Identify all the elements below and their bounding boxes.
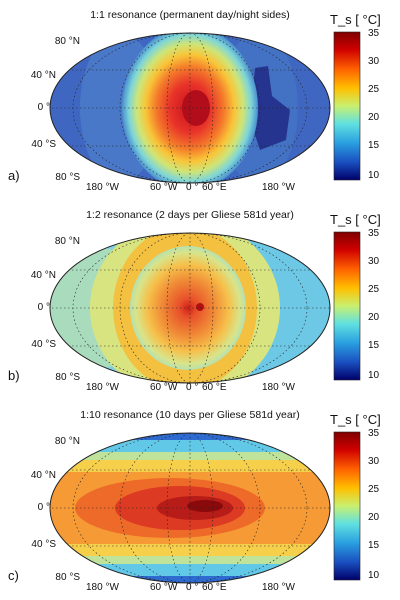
colorbar-b — [333, 231, 361, 381]
lon-label: 180 °W — [86, 182, 119, 193]
cb-tick: 35 — [368, 28, 380, 39]
cb-tick: 25 — [368, 484, 380, 495]
lon-label: 60 °W — [150, 182, 178, 193]
cb-tick: 30 — [368, 56, 380, 67]
map-c-svg — [49, 431, 361, 584]
cb-tick: 35 — [368, 228, 380, 239]
lat-label: 40 °N — [30, 470, 56, 481]
panel-c-title: 1:10 resonance (10 days per Gliese 581d … — [80, 409, 300, 421]
cb-tick: 35 — [368, 428, 380, 439]
lat-label: 40 °N — [30, 70, 56, 81]
lon-label: 180 °W — [262, 182, 295, 193]
lat-label: 40 °N — [30, 270, 56, 281]
map-a-svg — [49, 31, 361, 184]
cb-tick: 25 — [368, 84, 380, 95]
map-c-outline — [49, 432, 331, 584]
lon-label: 180 °W — [86, 382, 119, 393]
colorbar-c — [333, 431, 361, 581]
lon-label: 60 °E — [202, 182, 227, 193]
cb-tick: 15 — [368, 340, 380, 351]
colorbar-title: T_s [ °C] — [330, 412, 381, 427]
lat-label: 0 ° — [37, 302, 50, 313]
cb-tick: 25 — [368, 284, 380, 295]
panel-a: 1:1 resonance (permanent day/night sides… — [0, 0, 400, 200]
cb-tick: 30 — [368, 256, 380, 267]
lat-label: 80 °N — [54, 436, 80, 447]
cb-tick: 20 — [368, 312, 380, 323]
cb-tick: 10 — [368, 170, 380, 181]
cb-tick: 20 — [368, 112, 380, 123]
lon-label: 0 ° — [186, 182, 199, 193]
lat-label: 80 °S — [55, 172, 80, 183]
lon-label: 180 °W — [86, 582, 119, 593]
colorbar-a — [333, 31, 361, 181]
lon-label: 180 °W — [262, 582, 295, 593]
lon-label: 60 °W — [150, 582, 178, 593]
lon-label: 0 ° — [186, 382, 199, 393]
panel-b-title: 1:2 resonance (2 days per Gliese 581d ye… — [86, 209, 294, 221]
lat-label: 80 °N — [54, 236, 80, 247]
panel-a-title: 1:1 resonance (permanent day/night sides… — [90, 9, 290, 21]
lon-label: 60 °E — [202, 582, 227, 593]
cb-tick: 10 — [368, 570, 380, 581]
colorbar-title: T_s [ °C] — [330, 212, 381, 227]
lat-label: 80 °N — [54, 36, 80, 47]
cb-tick: 15 — [368, 540, 380, 551]
map-a-outline — [49, 32, 331, 184]
lon-label: 60 °W — [150, 382, 178, 393]
panel-b-label: b) — [8, 368, 20, 383]
lon-label: 0 ° — [186, 582, 199, 593]
cb-tick: 20 — [368, 512, 380, 523]
panel-c-label: c) — [8, 568, 19, 583]
map-b-outline — [49, 232, 331, 384]
lat-label: 40 °S — [31, 539, 56, 550]
map-b-svg — [49, 231, 361, 384]
lon-label: 60 °E — [202, 382, 227, 393]
cb-tick: 10 — [368, 370, 380, 381]
lat-label: 0 ° — [37, 102, 50, 113]
cb-tick: 15 — [368, 140, 380, 151]
colorbar-title: T_s [ °C] — [330, 12, 381, 27]
lat-label: 80 °S — [55, 372, 80, 383]
lat-label: 40 °S — [31, 139, 56, 150]
lat-label: 0 ° — [37, 502, 50, 513]
cb-tick: 30 — [368, 456, 380, 467]
panel-c: 1:10 resonance (10 days per Gliese 581d … — [0, 400, 400, 600]
panel-a-label: a) — [8, 168, 20, 183]
lat-label: 40 °S — [31, 339, 56, 350]
panel-b: 1:2 resonance (2 days per Gliese 581d ye… — [0, 200, 400, 400]
lon-label: 180 °W — [262, 382, 295, 393]
lat-label: 80 °S — [55, 572, 80, 583]
